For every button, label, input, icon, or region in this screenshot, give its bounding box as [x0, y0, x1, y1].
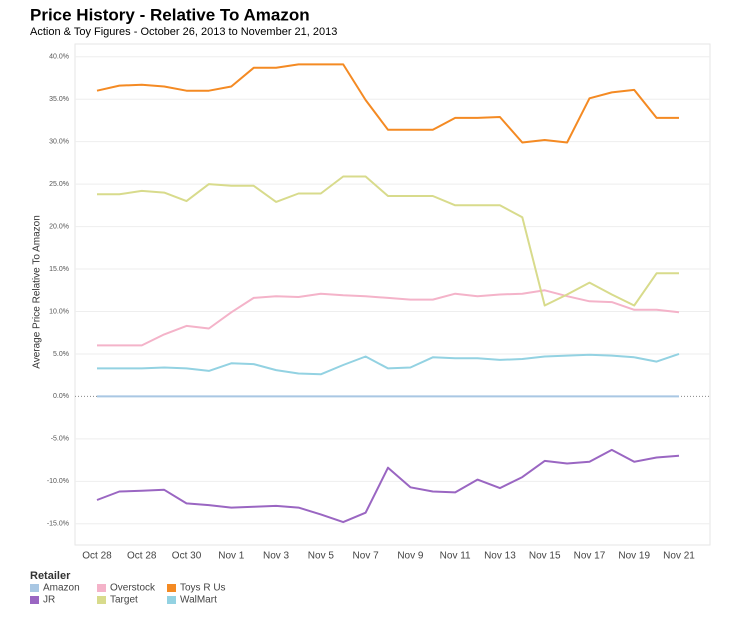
x-tick-label: Nov 21 — [663, 551, 695, 562]
x-tick-label: Nov 19 — [618, 551, 650, 562]
legend-swatch — [30, 596, 39, 604]
x-tick-label: Nov 15 — [529, 551, 561, 562]
legend-swatch — [97, 584, 106, 592]
legend-label: Target — [110, 595, 138, 606]
x-tick-label: Nov 5 — [308, 551, 335, 562]
x-tick-label: Nov 3 — [263, 551, 290, 562]
x-tick-label: Oct 28 — [127, 551, 157, 562]
y-tick-label: -10.0% — [47, 478, 69, 485]
x-tick-label: Oct 30 — [172, 551, 202, 562]
legend-title: Retailer — [30, 570, 71, 582]
y-tick-label: 35.0% — [49, 96, 69, 103]
y-tick-label: 30.0% — [49, 138, 69, 145]
legend-label: Overstock — [110, 583, 156, 594]
series-line — [96, 448, 680, 524]
legend-label: WalMart — [180, 595, 217, 606]
series-line — [96, 63, 679, 144]
y-tick-label: 20.0% — [49, 223, 69, 230]
chart-subtitle: Action & Toy Figures - October 26, 2013 … — [30, 26, 337, 38]
legend-swatch — [97, 596, 106, 604]
legend-label: Amazon — [43, 583, 80, 594]
legend-label: JR — [43, 595, 55, 606]
chart-title: Price History - Relative To Amazon — [30, 5, 310, 24]
y-tick-label: 0.0% — [53, 393, 69, 400]
series-line — [97, 175, 679, 307]
y-tick-label: -5.0% — [51, 436, 69, 443]
plot-area — [74, 43, 711, 546]
y-tick-label: 10.0% — [49, 308, 69, 315]
series-line — [97, 289, 680, 347]
y-tick-label: 25.0% — [49, 181, 69, 188]
x-tick-label: Nov 1 — [218, 551, 245, 562]
legend-swatch — [167, 584, 176, 592]
y-tick-label: 15.0% — [49, 266, 69, 273]
y-tick-label: -15.0% — [47, 521, 69, 528]
x-tick-label: Nov 17 — [574, 551, 606, 562]
x-tick-label: Nov 11 — [440, 551, 471, 562]
x-tick-label: Oct 28 — [82, 551, 112, 562]
legend-swatch — [167, 596, 176, 604]
x-tick-label: Nov 9 — [397, 551, 424, 562]
y-tick-label: 40.0% — [49, 54, 69, 61]
series-line — [97, 352, 680, 376]
legend-label: Toys R Us — [180, 583, 226, 594]
y-tick-label: 5.0% — [53, 351, 69, 358]
y-axis-label: Average Price Relative To Amazon — [32, 215, 43, 369]
legend-swatch — [30, 584, 39, 592]
x-tick-label: Nov 13 — [484, 551, 516, 562]
x-tick-label: Nov 7 — [353, 551, 380, 562]
